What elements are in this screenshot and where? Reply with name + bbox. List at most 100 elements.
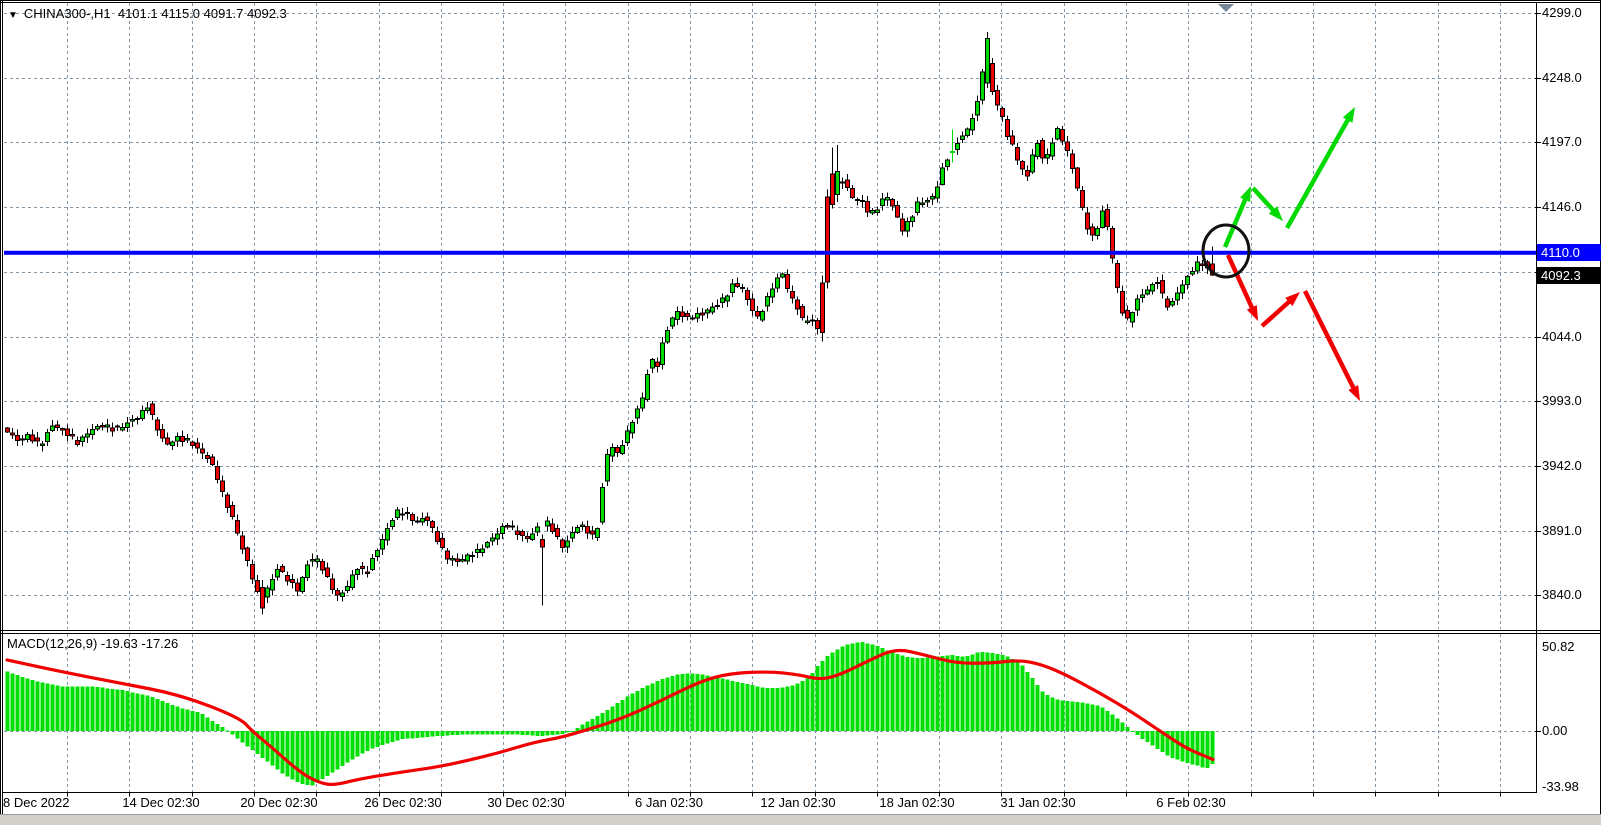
candle bbox=[155, 419, 160, 431]
macd-histogram-bar bbox=[740, 682, 745, 731]
macd-histogram-bar bbox=[195, 712, 200, 731]
breakout-circle[interactable] bbox=[1201, 223, 1251, 279]
candle bbox=[225, 494, 230, 509]
candle bbox=[10, 432, 15, 436]
horizontal-price-line[interactable] bbox=[4, 250, 1536, 255]
bullish-scenario-arrow[interactable] bbox=[1251, 186, 1277, 214]
candle bbox=[65, 428, 70, 437]
bearish-scenario-arrow[interactable] bbox=[1302, 289, 1357, 392]
price-axis-label: 4299.0 bbox=[1542, 5, 1582, 20]
candle bbox=[575, 526, 580, 534]
candle bbox=[780, 273, 785, 278]
macd-histogram-bar bbox=[60, 686, 65, 731]
macd-histogram-bar bbox=[1135, 731, 1140, 736]
grid-lines bbox=[4, 3, 1541, 797]
candle bbox=[385, 528, 390, 541]
candle bbox=[450, 558, 455, 561]
candle bbox=[1125, 310, 1130, 319]
macd-histogram-bar bbox=[600, 713, 605, 731]
candle bbox=[470, 555, 475, 558]
macd-histogram-bar bbox=[575, 727, 580, 731]
macd-histogram-bar bbox=[915, 657, 920, 731]
candle bbox=[805, 320, 810, 323]
macd-histogram-bar bbox=[770, 688, 775, 731]
candle bbox=[1100, 210, 1105, 228]
macd-histogram-bar bbox=[670, 675, 675, 731]
macd-histogram-bar bbox=[585, 721, 590, 731]
macd-histogram-bar bbox=[485, 731, 490, 735]
candle bbox=[120, 426, 125, 431]
candle bbox=[1075, 167, 1080, 189]
symbol-dropdown-icon[interactable]: ▼ bbox=[8, 10, 18, 21]
candle bbox=[930, 196, 935, 200]
macd-histogram-bar bbox=[205, 717, 210, 731]
candle bbox=[605, 454, 610, 482]
candle bbox=[285, 574, 290, 582]
macd-histogram-bar bbox=[1060, 700, 1065, 731]
macd-histogram-bar bbox=[705, 675, 710, 731]
macd-histogram-bar bbox=[175, 706, 180, 731]
price-axis-label: 4197.0 bbox=[1542, 134, 1582, 150]
price-axis-label: 4146.0 bbox=[1542, 199, 1582, 215]
candle bbox=[835, 171, 840, 195]
macd-histogram-bar bbox=[890, 652, 895, 731]
symbol-timeframe-label: CHINA300-,H1 bbox=[23, 6, 111, 21]
candle bbox=[230, 505, 235, 517]
candle bbox=[515, 530, 520, 535]
candle bbox=[220, 480, 225, 492]
candle bbox=[650, 359, 655, 369]
resistance-line[interactable] bbox=[4, 250, 1536, 255]
candle bbox=[165, 437, 170, 445]
candle bbox=[925, 200, 930, 203]
bearish-scenario-arrow[interactable] bbox=[1260, 298, 1293, 328]
macd-histogram-bar bbox=[510, 731, 515, 735]
candle bbox=[160, 429, 165, 439]
bullish-scenario-arrow[interactable] bbox=[1222, 196, 1249, 248]
candles-group bbox=[5, 32, 1215, 615]
macd-histogram-bar bbox=[185, 709, 190, 731]
candle bbox=[985, 37, 990, 84]
macd-histogram-bar bbox=[180, 708, 185, 731]
drawing-annotations[interactable] bbox=[1201, 4, 1360, 401]
macd-histogram-bar bbox=[1110, 714, 1115, 731]
macd-histogram-bar bbox=[235, 731, 240, 739]
candle bbox=[365, 571, 370, 574]
macd-histogram-bar bbox=[1070, 701, 1075, 731]
macd-histogram-bar bbox=[290, 731, 295, 780]
macd-histogram-bar bbox=[1200, 731, 1205, 768]
candle bbox=[430, 521, 435, 528]
candle bbox=[1105, 209, 1110, 228]
macd-histogram-bar bbox=[465, 731, 470, 735]
candle bbox=[740, 286, 745, 289]
macd-histogram-bar bbox=[885, 650, 890, 731]
macd-histogram-bar bbox=[1140, 731, 1145, 739]
candle bbox=[790, 291, 795, 299]
macd-histogram-bar bbox=[320, 731, 325, 780]
candle bbox=[775, 277, 780, 289]
candle bbox=[390, 520, 395, 528]
candle bbox=[345, 585, 350, 591]
candle bbox=[5, 427, 10, 433]
chart-shift-marker-icon[interactable] bbox=[1218, 4, 1234, 12]
macd-histogram-bar bbox=[900, 655, 905, 731]
macd-histogram-bar bbox=[760, 687, 765, 731]
macd-histogram-bar bbox=[455, 731, 460, 735]
macd-histogram-bar bbox=[215, 724, 220, 731]
candle bbox=[320, 560, 325, 571]
macd-histogram-bar bbox=[325, 731, 330, 776]
candle bbox=[495, 533, 500, 540]
macd-histogram-bar bbox=[1040, 691, 1045, 731]
candle bbox=[210, 456, 215, 466]
bullish-scenario-arrow[interactable] bbox=[1285, 116, 1352, 230]
macd-histogram-bar bbox=[1155, 731, 1160, 749]
candle bbox=[840, 181, 845, 184]
macd-histogram-bar bbox=[40, 682, 45, 731]
macd-axis-label: -33.98 bbox=[1542, 779, 1579, 795]
macd-histogram-bar bbox=[840, 646, 845, 731]
candle bbox=[1020, 161, 1025, 170]
macd-histogram-bar bbox=[620, 699, 625, 731]
bearish-scenario-arrow[interactable] bbox=[1225, 254, 1256, 312]
candle bbox=[645, 374, 650, 401]
candle bbox=[100, 425, 105, 428]
